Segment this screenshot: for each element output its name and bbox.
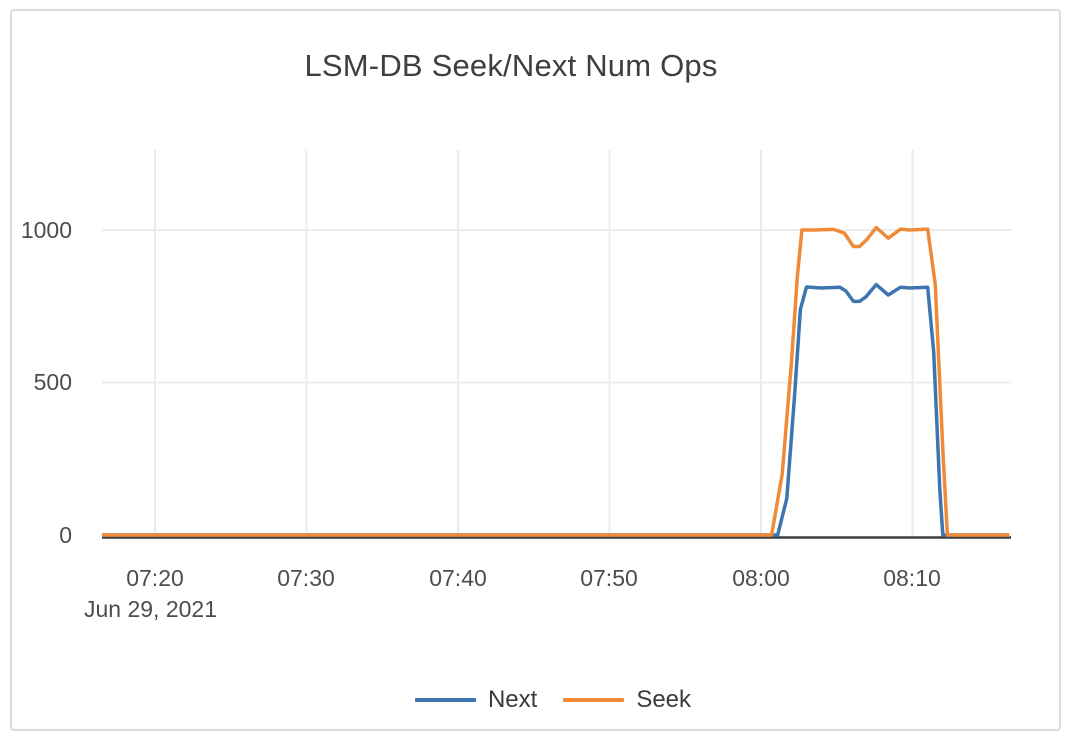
x-axis-tick-0800: 08:00: [732, 565, 790, 591]
y-axis-tick-500: 500: [33, 369, 72, 395]
y-axis-tick-1000: 1000: [20, 217, 72, 243]
y-axis-tick-0: 0: [59, 522, 72, 548]
series-line-next: [102, 282, 1010, 537]
x-axis-date-label: Jun 29, 2021: [84, 596, 218, 622]
x-axis-tick-0810: 08:10: [883, 565, 941, 591]
chart-title: LSM-DB Seek/Next Num Ops: [304, 48, 718, 83]
legend-swatch-next-line: [414, 698, 476, 702]
legend-swatch-seek-line: [563, 698, 625, 702]
x-axis-tick-0720: 07:20: [126, 565, 184, 591]
x-axis-tick-0750: 07:50: [580, 565, 638, 591]
card-border: [10, 9, 1061, 731]
legend-label-seek: Seek: [636, 686, 692, 713]
legend-item-next[interactable]: Next: [414, 686, 538, 714]
x-axis-tick-0730: 07:30: [277, 565, 335, 591]
legend: Next Seek: [0, 684, 1068, 716]
series-line-seek: [102, 225, 1010, 537]
legend-item-seek[interactable]: Seek: [563, 686, 691, 714]
legend-label-next: Next: [487, 686, 538, 713]
x-axis-tick-0740: 07:40: [429, 565, 487, 591]
